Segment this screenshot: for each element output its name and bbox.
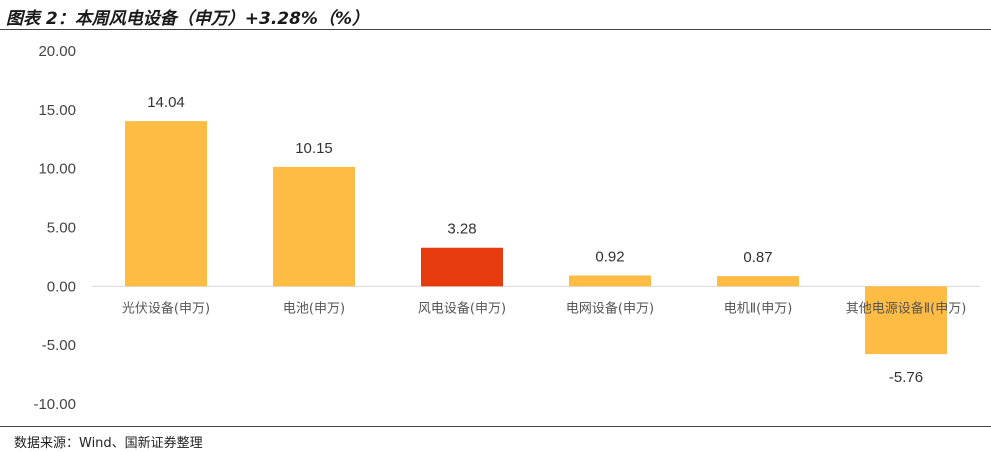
category-label: 电池(申万) xyxy=(283,301,345,316)
bars xyxy=(125,121,947,355)
bottom-divider xyxy=(0,426,991,427)
y-tick-label: 15.00 xyxy=(38,102,76,119)
data-label: -5.76 xyxy=(889,369,923,386)
y-tick-label: 0.00 xyxy=(47,278,76,295)
y-tick-label: -5.00 xyxy=(42,337,76,354)
bar xyxy=(125,121,207,287)
y-tick-label: 10.00 xyxy=(38,161,76,178)
bar xyxy=(865,286,947,355)
data-label: 0.87 xyxy=(743,249,772,266)
data-label: 3.28 xyxy=(447,221,476,238)
data-label: 14.04 xyxy=(147,94,185,111)
top-divider xyxy=(0,29,991,30)
bar xyxy=(717,276,799,287)
category-labels: 光伏设备(申万) 电池(申万) 风电设备(申万) 电网设备(申万) 电机Ⅱ(申万) 其他电… xyxy=(122,300,966,316)
data-label: 0.92 xyxy=(595,249,624,266)
source-note: 数据来源：Wind、国新证券整理 xyxy=(14,436,203,451)
data-label: 10.15 xyxy=(295,140,333,157)
y-tick-label: 20.00 xyxy=(38,43,76,60)
data-labels: 14.04 10.15 3.28 0.92 0.87 -5.76 xyxy=(147,94,923,386)
bar xyxy=(273,166,355,287)
bar xyxy=(569,275,651,287)
category-label: 其他电源设备Ⅱ(申万) xyxy=(846,300,967,316)
category-label: 光伏设备(申万) xyxy=(122,300,210,316)
y-tick-label: -10.00 xyxy=(33,396,76,413)
category-label: 风电设备(申万) xyxy=(418,300,506,316)
category-label: 电机Ⅱ(申万) xyxy=(724,301,793,316)
chart-title: 图表 2：本周风电设备（申万）+3.28%（%） xyxy=(6,9,370,29)
category-label: 电网设备(申万) xyxy=(566,300,654,316)
y-tick-label: 5.00 xyxy=(47,220,76,237)
bar xyxy=(421,247,503,287)
y-axis-ticks: -10.00 -5.00 0.00 5.00 10.00 15.00 20.00 xyxy=(33,43,76,413)
